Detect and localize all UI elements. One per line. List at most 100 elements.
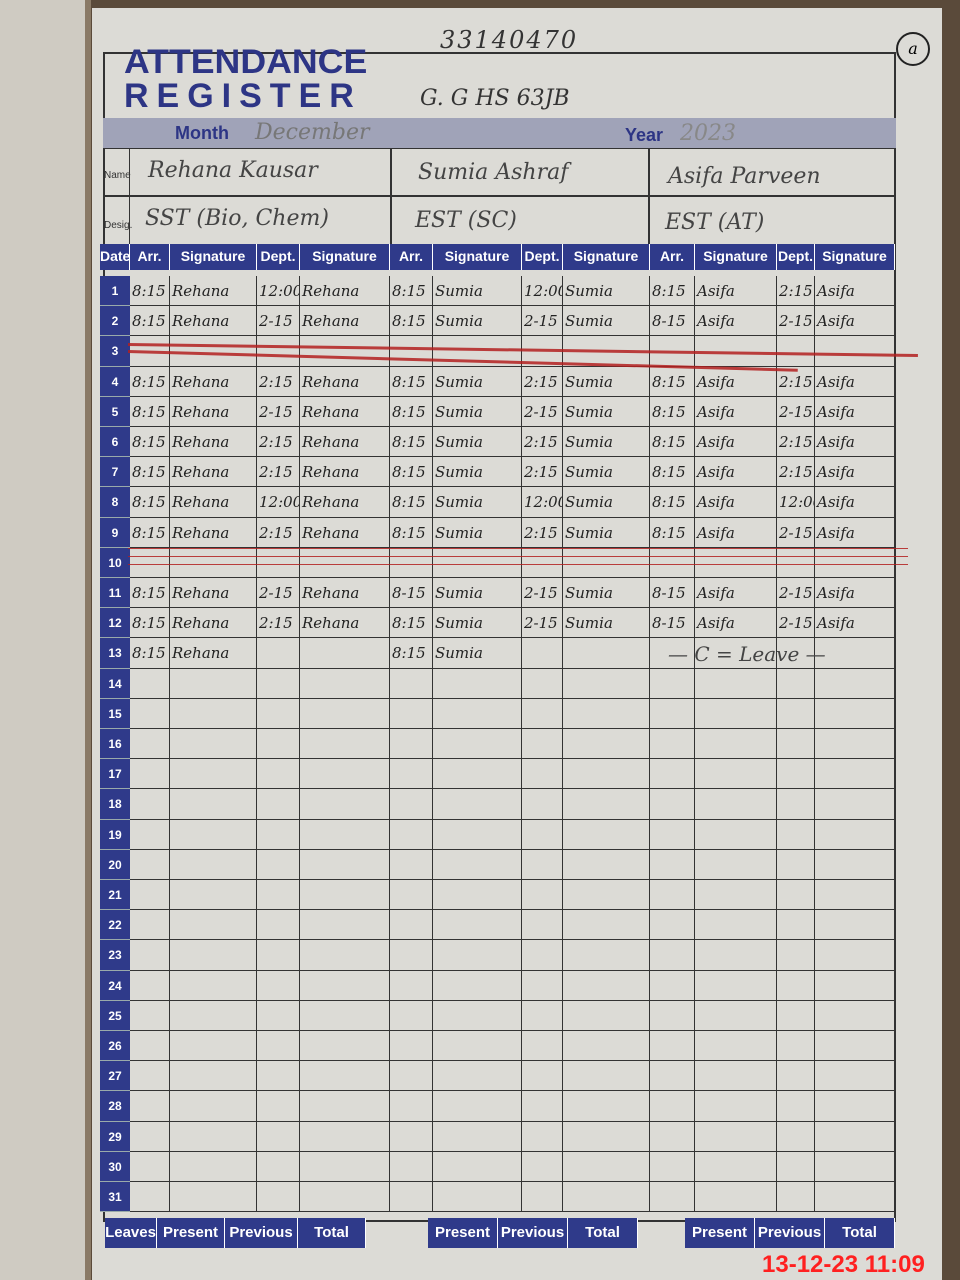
signature-cell: Asifa (695, 276, 777, 307)
column-header-arr: Arr. (390, 244, 433, 270)
signature-cell (433, 849, 522, 880)
column-header-date: Date (100, 244, 130, 270)
time-cell (257, 1061, 300, 1092)
leave-note: — C = Leave — (668, 642, 826, 666)
signature-cell: Sumia (433, 517, 522, 548)
signature-cell (433, 789, 522, 820)
date-cell: 27 (100, 1061, 130, 1092)
time-cell (257, 698, 300, 729)
strike-line (128, 548, 908, 549)
time-cell (130, 819, 170, 850)
signature-cell (563, 940, 650, 971)
divider (390, 148, 392, 246)
desig-label: Desig. (104, 220, 133, 231)
time-cell (522, 1031, 563, 1062)
signature-cell: Asifa (695, 427, 777, 458)
signature-cell: Rehana (300, 457, 390, 488)
signature-cell (433, 547, 522, 578)
time-cell (777, 1061, 815, 1092)
signature-cell (695, 1091, 777, 1122)
time-cell: 2-15 (777, 608, 815, 639)
date-cell: 8 (100, 487, 130, 518)
time-cell (130, 880, 170, 911)
signature-cell: Rehana (300, 276, 390, 307)
time-cell (257, 940, 300, 971)
signature-cell (170, 849, 257, 880)
signature-cell (695, 1121, 777, 1152)
time-cell: 8:15 (130, 366, 170, 397)
signature-cell (300, 819, 390, 850)
time-cell (130, 729, 170, 760)
time-cell (130, 1031, 170, 1062)
time-cell (390, 336, 433, 367)
time-cell (777, 1031, 815, 1062)
time-cell (650, 668, 695, 699)
school-name: G. G HS 63JB (420, 86, 570, 111)
time-cell (650, 1151, 695, 1182)
signature-cell: Rehana (170, 276, 257, 307)
time-cell: 8:15 (390, 396, 433, 427)
signature-cell (695, 849, 777, 880)
date-cell: 21 (100, 880, 130, 911)
signature-cell: Sumia (433, 427, 522, 458)
signature-cell (300, 1031, 390, 1062)
time-cell (522, 880, 563, 911)
signature-cell (815, 729, 895, 760)
signature-cell (695, 880, 777, 911)
signature-cell (300, 638, 390, 669)
signature-cell (815, 789, 895, 820)
signature-cell (563, 698, 650, 729)
time-cell: 8:15 (130, 578, 170, 609)
signature-cell (695, 759, 777, 790)
time-cell (777, 638, 815, 669)
time-cell (130, 1182, 170, 1213)
signature-cell (300, 1121, 390, 1152)
signature-cell (170, 940, 257, 971)
time-cell (522, 729, 563, 760)
time-cell (522, 1182, 563, 1213)
signature-cell (695, 638, 777, 669)
signature-cell: Asifa (695, 517, 777, 548)
time-cell (130, 789, 170, 820)
signature-cell (815, 698, 895, 729)
signature-cell: Sumia (563, 457, 650, 488)
date-cell: 16 (100, 729, 130, 760)
signature-cell: Sumia (563, 396, 650, 427)
time-cell: 8:15 (130, 276, 170, 307)
time-cell (257, 668, 300, 699)
signature-cell (815, 1182, 895, 1213)
time-cell: 8:15 (130, 396, 170, 427)
time-cell (257, 1151, 300, 1182)
signature-cell: Sumia (433, 276, 522, 307)
signature-cell: Sumia (563, 517, 650, 548)
time-cell (390, 1031, 433, 1062)
signature-cell (170, 1091, 257, 1122)
signature-cell (433, 1151, 522, 1182)
date-cell: 10 (100, 547, 130, 578)
signature-cell (563, 547, 650, 578)
signature-cell: Rehana (170, 578, 257, 609)
time-cell: 2:15 (257, 608, 300, 639)
signature-cell (300, 970, 390, 1001)
time-cell (130, 1121, 170, 1152)
signature-cell (433, 1061, 522, 1092)
name-label: Name (104, 170, 131, 181)
time-cell: 8:15 (650, 276, 695, 307)
signature-cell: Asifa (695, 396, 777, 427)
date-cell: 2 (100, 306, 130, 337)
signature-cell: Asifa (695, 578, 777, 609)
signature-cell: Rehana (170, 638, 257, 669)
time-cell (390, 970, 433, 1001)
signature-cell (563, 789, 650, 820)
signature-cell (563, 668, 650, 699)
signature-cell (815, 1000, 895, 1031)
time-cell (522, 1061, 563, 1092)
date-cell: 12 (100, 608, 130, 639)
time-cell (257, 970, 300, 1001)
signature-cell: Asifa (815, 427, 895, 458)
date-cell: 7 (100, 457, 130, 488)
signature-cell (815, 638, 895, 669)
signature-cell (300, 1061, 390, 1092)
signature-cell (433, 759, 522, 790)
time-cell (522, 638, 563, 669)
